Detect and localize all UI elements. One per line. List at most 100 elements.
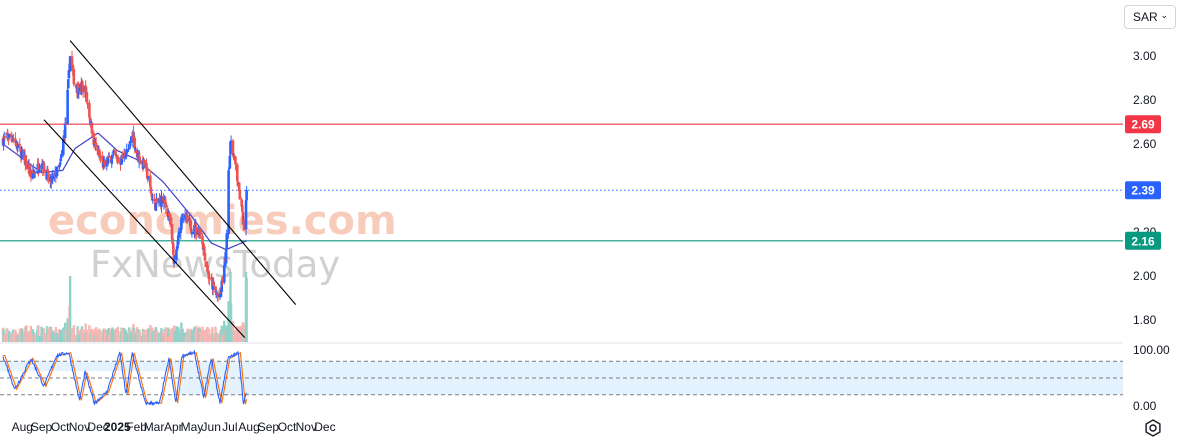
volume-bar (155, 331, 159, 342)
volume-bar (173, 330, 176, 342)
candle-body (106, 159, 110, 164)
candle-body (212, 281, 215, 287)
candle-body (224, 249, 228, 264)
volume-bar (168, 329, 172, 342)
volume-bar (68, 276, 72, 342)
volume-bar (147, 328, 150, 342)
candle-body (186, 215, 189, 222)
volume-bar (8, 330, 11, 342)
candle-body (145, 163, 148, 168)
candle-body (2, 138, 5, 146)
candle-body (90, 122, 94, 134)
currency-selector[interactable]: SAR ⌄ (1124, 5, 1176, 29)
volume-bar (160, 328, 163, 342)
watermark-line2: FxNewsToday (90, 243, 340, 286)
time-tick-label: Aug (238, 420, 259, 434)
candle-body (51, 175, 55, 179)
candle-body (84, 85, 87, 98)
candle-body (7, 138, 10, 140)
candle-body (192, 231, 196, 235)
candle-body (64, 122, 68, 124)
candle-body (220, 280, 224, 292)
candle-body (67, 70, 71, 79)
candle-body (114, 149, 117, 156)
candle-body (236, 164, 239, 182)
chevron-down-icon: ⌄ (1160, 10, 1168, 20)
candle-body (34, 171, 37, 174)
volume-bar (32, 332, 36, 342)
candle-body (142, 159, 146, 167)
time-tick-label: Jun (202, 420, 221, 434)
candle-body (175, 249, 178, 260)
candle-body (128, 142, 132, 144)
candle-body (229, 140, 233, 143)
candle-body (72, 69, 76, 84)
candle-body (15, 142, 19, 147)
candle-body (153, 199, 156, 202)
channel-upper-line (69, 40, 297, 305)
watermark-line1: economies.com (48, 198, 397, 244)
level-labels: 2.69 2.39 2.16 (1125, 115, 1161, 250)
resistance-level-label: 2.69 (1131, 118, 1155, 132)
candle-body (225, 233, 229, 250)
candle-body (29, 169, 33, 178)
volume-bar (138, 330, 141, 342)
candle-body (60, 153, 63, 158)
candle-body (147, 176, 150, 179)
stochastic-oscillator (2, 349, 248, 407)
stoch-tick-label: 0.00 (1133, 399, 1157, 413)
candle-body (203, 246, 206, 254)
volume-bar (18, 328, 21, 342)
time-tick-label: Dec (87, 420, 108, 434)
current-level-label: 2.39 (1131, 184, 1155, 198)
gear-icon[interactable] (1143, 418, 1163, 438)
volume-bar (51, 330, 54, 342)
candle-body (116, 155, 119, 158)
candle-body (12, 138, 15, 140)
volume-bar (112, 329, 115, 342)
volume-bar (55, 332, 59, 342)
volume-bar (182, 333, 185, 342)
candle-body (133, 137, 137, 149)
volume-bar (66, 318, 69, 342)
volume-bar (95, 327, 98, 342)
candle-body (37, 162, 40, 172)
horizontal-levels (0, 123, 1123, 242)
volume-bar (177, 333, 181, 342)
candle-body (232, 153, 235, 155)
volume-bar (186, 328, 189, 342)
candle-body (240, 199, 243, 207)
candle-body (35, 171, 39, 173)
candle-body (234, 156, 237, 165)
candle-body (194, 226, 198, 235)
volume-bar (38, 336, 41, 342)
time-tick-label: Oct (278, 420, 297, 434)
time-tick-label: Nov (69, 420, 90, 434)
volume-bar (108, 334, 111, 342)
candle-body (68, 56, 72, 72)
candle-body (32, 173, 36, 175)
volume-bar (225, 325, 228, 342)
candle-body (155, 198, 159, 203)
candle-body (240, 205, 244, 212)
time-tick-label: Sep (258, 420, 280, 434)
candle-body (201, 243, 205, 250)
volume-bar (216, 335, 220, 342)
candle-body (16, 145, 20, 148)
price-tick-label: 2.80 (1133, 93, 1157, 107)
price-tick-label: 2.00 (1133, 269, 1157, 283)
candle-body (179, 228, 183, 233)
volume-bar (6, 328, 9, 342)
candle-body (120, 155, 124, 165)
support-level-box (1125, 231, 1161, 250)
candle-body (109, 156, 113, 163)
candle-body (244, 200, 248, 230)
candle-body (63, 123, 67, 139)
candle-body (127, 148, 130, 150)
candle-body (227, 170, 230, 235)
candle-body (20, 150, 24, 154)
candle-body (154, 202, 158, 211)
volume-bar (201, 330, 205, 342)
candle-body (237, 182, 241, 191)
